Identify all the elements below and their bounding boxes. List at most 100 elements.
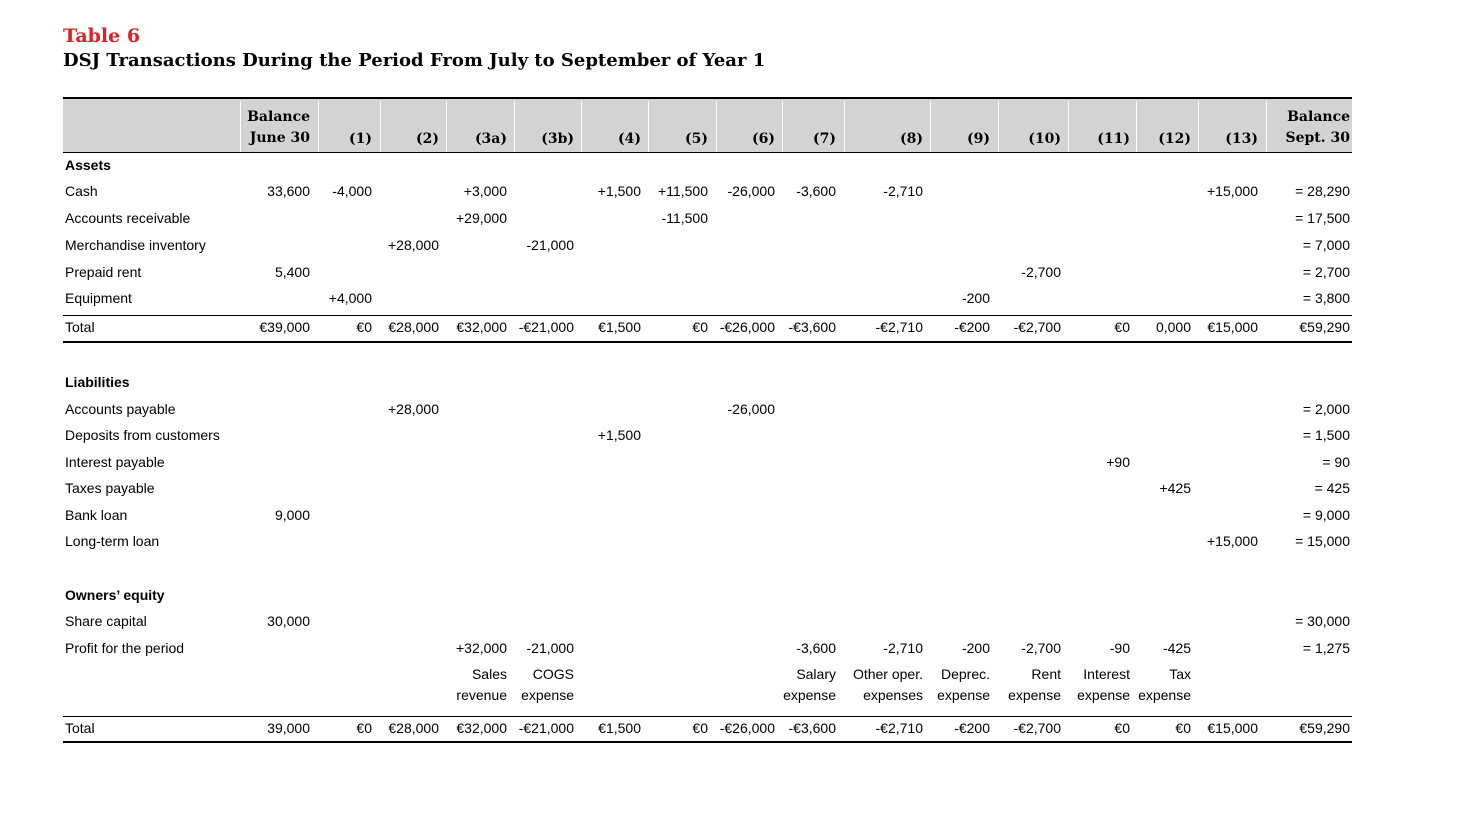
amount-cell: +1,500 bbox=[597, 183, 641, 199]
amount-cell: +28,000 bbox=[388, 237, 439, 253]
account-note: Deprec. expense bbox=[870, 664, 990, 706]
amount-cell: +11,500 bbox=[658, 183, 708, 199]
ending-balance-cell: = 15,000 bbox=[1295, 533, 1350, 549]
amount-cell: 5,400 bbox=[274, 264, 310, 280]
amount-cell: €32,000 bbox=[456, 720, 507, 736]
row-label: Deposits from customers bbox=[65, 427, 220, 443]
column-header-line: (7) bbox=[813, 131, 836, 147]
header-gridline bbox=[844, 101, 845, 152]
ending-balance-cell: = 30,000 bbox=[1295, 613, 1350, 629]
column-header: Balance Sept. 30 bbox=[1230, 107, 1350, 149]
column-header-line: Balance bbox=[247, 109, 310, 125]
row-label: Total bbox=[65, 319, 95, 335]
amount-cell: -11,500 bbox=[661, 210, 708, 226]
header-gridline bbox=[240, 101, 241, 152]
amount-cell: -€200 bbox=[954, 720, 990, 736]
header-gridline bbox=[514, 101, 515, 152]
column-header-line: (6) bbox=[752, 131, 775, 147]
amount-cell: -€3,600 bbox=[788, 720, 836, 736]
column-header: (3b) bbox=[454, 129, 574, 150]
amount-cell: -€2,700 bbox=[1013, 720, 1061, 736]
amount-cell: €39,000 bbox=[259, 319, 310, 335]
amount-cell: +29,000 bbox=[456, 210, 507, 226]
amount-cell: -200 bbox=[961, 290, 990, 306]
amount-cell: €0 bbox=[356, 720, 372, 736]
top-rule bbox=[63, 97, 1352, 99]
amount-cell: €28,000 bbox=[388, 319, 439, 335]
amount-cell: 9,000 bbox=[274, 507, 310, 523]
column-header-line: (5) bbox=[685, 131, 708, 147]
column-header-line: (9) bbox=[967, 131, 990, 147]
column-header: (7) bbox=[716, 129, 836, 150]
column-header-line: (13) bbox=[1225, 131, 1258, 147]
account-note: Tax expense bbox=[1071, 664, 1191, 706]
amount-cell: +3,000 bbox=[463, 183, 507, 199]
amount-cell: -26,000 bbox=[727, 183, 775, 199]
column-header: (3a) bbox=[387, 129, 507, 150]
ending-balance-cell: = 90 bbox=[1322, 454, 1350, 470]
amount-cell: -€2,710 bbox=[875, 720, 923, 736]
amount-cell: -2,700 bbox=[1021, 264, 1061, 280]
ending-balance-cell: €59,290 bbox=[1299, 319, 1350, 335]
column-header-line: (10) bbox=[1028, 131, 1061, 147]
ending-balance-cell: = 1,275 bbox=[1302, 640, 1350, 656]
account-note-line: Salary bbox=[796, 666, 836, 682]
column-header: (6) bbox=[655, 129, 775, 150]
account-note: Other oper. expenses bbox=[803, 664, 923, 706]
amount-cell: -€26,000 bbox=[719, 720, 775, 736]
row-label: Taxes payable bbox=[65, 480, 155, 496]
amount-cell: -€2,700 bbox=[1013, 319, 1061, 335]
account-note: COGS expense bbox=[454, 664, 574, 706]
amount-cell: €0 bbox=[1175, 720, 1191, 736]
column-header-line: (8) bbox=[900, 131, 923, 147]
account-note: Rent expense bbox=[941, 664, 1061, 706]
row-label: Interest payable bbox=[65, 454, 165, 470]
column-header: (8) bbox=[803, 129, 923, 150]
account-note-line: expense bbox=[937, 687, 990, 703]
amount-cell: -2,700 bbox=[1021, 640, 1061, 656]
amount-cell: €1,500 bbox=[598, 720, 641, 736]
row-label: Equipment bbox=[65, 290, 132, 306]
header-gridline bbox=[930, 101, 931, 152]
amount-cell: -2,710 bbox=[883, 183, 923, 199]
ending-balance-cell: = 3,800 bbox=[1302, 290, 1350, 306]
ending-balance-cell: = 9,000 bbox=[1302, 507, 1350, 523]
amount-cell: €0 bbox=[692, 319, 708, 335]
row-label: Share capital bbox=[65, 613, 147, 629]
amount-cell: €32,000 bbox=[456, 319, 507, 335]
row-label: Long-term loan bbox=[65, 533, 160, 549]
header-gridline bbox=[648, 101, 649, 152]
assets-bottom-rule bbox=[63, 341, 1352, 343]
account-note-line: Other oper. bbox=[852, 666, 923, 682]
section-heading: Liabilities bbox=[65, 374, 130, 390]
amount-cell: €1,500 bbox=[598, 319, 641, 335]
header-gridline bbox=[318, 101, 319, 152]
account-note-line: expense bbox=[1138, 687, 1191, 703]
bottom-rule bbox=[63, 741, 1352, 743]
row-label: Merchandise inventory bbox=[65, 237, 206, 253]
account-note: Interest expense bbox=[1010, 664, 1130, 706]
account-note-line: expenses bbox=[863, 687, 923, 703]
ending-balance-cell: = 17,500 bbox=[1295, 210, 1350, 226]
ending-balance-cell: = 2,700 bbox=[1302, 264, 1350, 280]
column-header-line: (12) bbox=[1158, 131, 1191, 147]
amount-cell: -€21,000 bbox=[518, 720, 574, 736]
column-header-line: (2) bbox=[416, 131, 439, 147]
table-number: Table 6 bbox=[63, 25, 141, 47]
account-note-line: Tax bbox=[1169, 666, 1191, 682]
amount-cell: -€2,710 bbox=[875, 319, 923, 335]
amount-cell: -21,000 bbox=[526, 640, 574, 656]
amount-cell: -4,000 bbox=[332, 183, 372, 199]
row-label: Profit for the period bbox=[65, 640, 185, 656]
ending-balance-cell: = 2,000 bbox=[1302, 401, 1350, 417]
ending-balance-cell: = 7,000 bbox=[1302, 237, 1350, 253]
column-header: (1) bbox=[252, 129, 372, 150]
header-gridline bbox=[380, 101, 381, 152]
account-note-line: expense bbox=[521, 687, 574, 703]
column-header: (2) bbox=[319, 129, 439, 150]
account-note-line: expense bbox=[783, 687, 836, 703]
amount-cell: €28,000 bbox=[388, 720, 439, 736]
header-gridline bbox=[446, 101, 447, 152]
section-heading: Owners’ equity bbox=[65, 587, 165, 603]
